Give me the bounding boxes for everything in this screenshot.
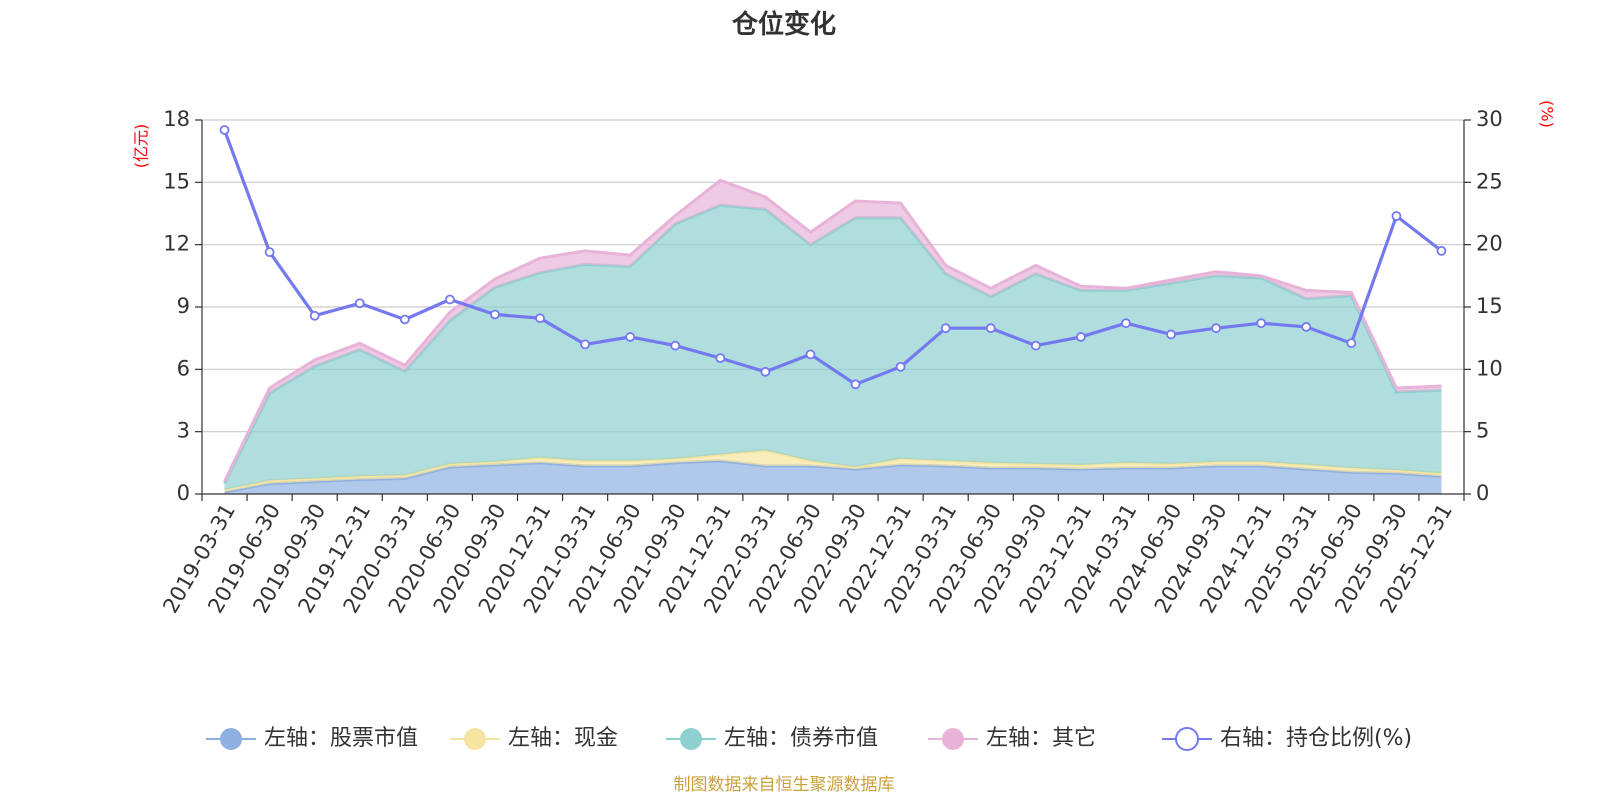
ratio-point[interactable] [399,314,410,325]
ratio-point[interactable] [850,379,861,390]
ratio-point[interactable] [1436,245,1447,256]
ratio-point[interactable] [1391,211,1402,221]
ratio-point[interactable] [1301,322,1312,332]
right-tick-label: 30 [1476,107,1503,131]
ratio-point[interactable] [895,361,906,372]
ratio-point[interactable] [264,247,275,258]
legend: 左轴：股票市值 左轴：现金 左轴：债券市值 左轴：其它 右轴：持仓比例(%) [206,726,1412,751]
ratio-point[interactable] [715,353,726,364]
ratio-point[interactable] [490,309,500,320]
data-source-footer: 制图数据来自恒生聚源数据库 [674,775,895,795]
left-tick-label: 0 [177,481,190,505]
ratio-point[interactable] [354,298,365,309]
legend-marker[interactable] [942,728,964,750]
left-tick-label: 18 [163,107,190,131]
left-axis-unit: (亿元) [132,124,151,169]
ratio-point[interactable] [670,340,681,351]
left-tick-label: 6 [177,356,190,380]
ratio-point[interactable] [985,323,996,334]
legend-marker[interactable] [220,728,242,750]
area-fill [224,450,1442,492]
ratio-point[interactable] [1346,338,1357,349]
stacked-areas [223,178,1442,494]
right-tick-label: 20 [1476,232,1503,256]
ratio-line [219,125,1447,390]
ratio-point[interactable] [940,323,951,334]
left-tick-label: 12 [163,232,190,256]
right-tick-label: 25 [1476,169,1503,193]
ratio-point[interactable] [805,349,816,360]
right-tick-label: 0 [1476,481,1489,505]
legend-marker[interactable] [1175,727,1199,751]
ratio-point[interactable] [625,332,636,342]
ratio-line-path [222,129,1443,387]
legend-marker[interactable] [680,728,702,750]
area-top-line [223,178,1442,483]
ratio-point[interactable] [1121,318,1131,329]
left-tick-label: 3 [177,419,190,443]
ratio-point[interactable] [309,310,320,321]
ratio-point[interactable] [760,366,771,377]
ratio-point[interactable] [1030,340,1041,351]
legend-label[interactable]: 右轴：持仓比例(%) [1220,726,1412,751]
ratio-point[interactable] [219,125,230,135]
ratio-point[interactable] [535,313,545,324]
ratio-point[interactable] [580,339,591,350]
legend-label[interactable]: 左轴：其它 [986,726,1096,751]
left-tick-label: 15 [163,169,190,193]
ratio-point[interactable] [1166,329,1176,340]
right-tick-label: 15 [1476,294,1503,318]
ratio-point[interactable] [444,294,455,305]
right-tick-label: 10 [1476,356,1503,380]
ratio-point[interactable] [1256,318,1267,329]
right-axis-unit: (%) [1538,100,1557,128]
left-tick-label: 9 [177,294,190,318]
area-fill [224,205,1442,490]
ratio-point[interactable] [1075,332,1086,342]
chart-title: 仓位变化 [731,9,836,40]
legend-label[interactable]: 左轴：债券市值 [724,726,878,751]
right-tick-label: 5 [1476,419,1489,443]
ratio-point[interactable] [1211,323,1222,334]
legend-label[interactable]: 左轴：股票市值 [264,726,418,751]
legend-marker[interactable] [464,728,486,750]
legend-label[interactable]: 左轴：现金 [508,726,618,751]
